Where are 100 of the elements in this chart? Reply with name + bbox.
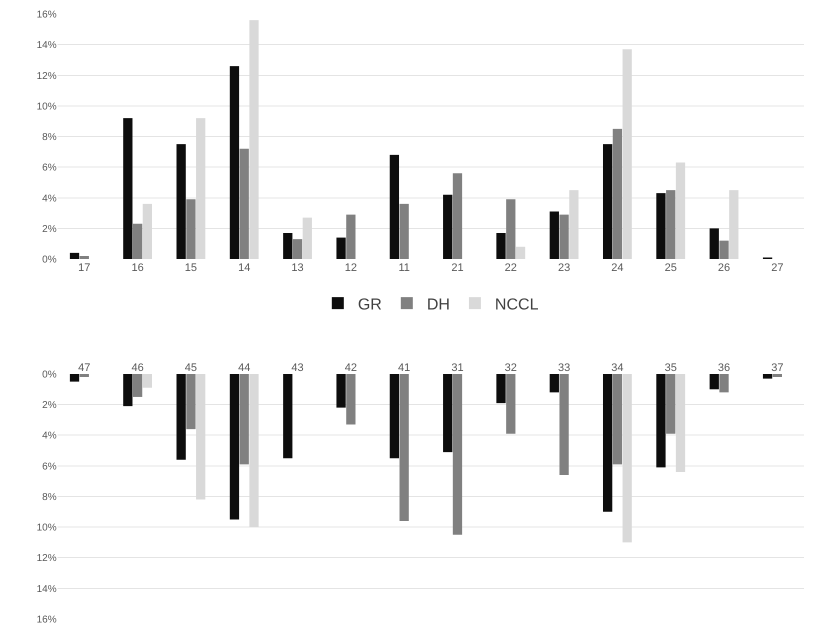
x-tick-label: 45 xyxy=(184,362,198,374)
bar xyxy=(186,199,196,260)
bar xyxy=(602,374,612,512)
x-tick-label: 16 xyxy=(131,262,144,274)
x-tick-label: 21 xyxy=(451,262,464,274)
x-tick-label: 33 xyxy=(558,362,570,374)
bar xyxy=(70,252,80,260)
x-tick-label: 41 xyxy=(398,362,410,374)
bar xyxy=(602,144,612,260)
bar xyxy=(346,374,356,425)
x-tick-label: 31 xyxy=(451,362,464,374)
x-tick-label: 15 xyxy=(184,262,198,274)
y-tick-label: 8% xyxy=(42,132,57,144)
bar xyxy=(176,374,186,460)
y-tick-label: 12% xyxy=(36,70,57,82)
y-tick-label: 6% xyxy=(42,162,57,174)
bar xyxy=(666,190,676,260)
bar xyxy=(719,240,729,260)
bar xyxy=(400,374,409,521)
x-tick-label: 42 xyxy=(344,362,357,374)
bar xyxy=(550,374,559,392)
x-tick-label: 24 xyxy=(611,262,624,274)
bar xyxy=(142,374,152,388)
bar xyxy=(80,374,89,378)
bar xyxy=(443,374,452,452)
legend-label: GR xyxy=(358,296,382,314)
x-tick-label: 35 xyxy=(664,362,677,374)
bar xyxy=(283,374,292,458)
bar xyxy=(240,374,249,464)
x-tick-label: 43 xyxy=(291,362,304,374)
bar xyxy=(656,193,666,260)
bar xyxy=(516,246,526,260)
bar xyxy=(496,232,506,260)
bar xyxy=(496,374,506,404)
x-tick-label: 13 xyxy=(291,262,304,274)
y-tick-label: 10% xyxy=(36,522,57,534)
y-tick-label: 16% xyxy=(36,614,57,626)
bar xyxy=(132,224,142,260)
x-tick-label: 34 xyxy=(611,362,624,374)
bar xyxy=(452,173,462,260)
bar xyxy=(390,374,400,458)
bar xyxy=(240,148,249,260)
bar xyxy=(336,374,346,408)
bar xyxy=(506,374,516,434)
bar xyxy=(80,256,89,260)
bar xyxy=(762,374,772,379)
bar xyxy=(559,214,569,260)
x-tick-label: 26 xyxy=(718,262,730,274)
bar xyxy=(666,374,676,434)
bar xyxy=(710,228,719,260)
bar xyxy=(283,232,292,260)
bar xyxy=(719,374,729,392)
bar xyxy=(70,374,80,382)
bar xyxy=(176,144,186,260)
y-tick-label: 0% xyxy=(42,369,57,380)
y-tick-label: 0% xyxy=(42,254,57,266)
bar xyxy=(292,239,302,260)
bar xyxy=(559,374,569,476)
bar xyxy=(123,374,132,406)
bar xyxy=(123,118,132,260)
bar xyxy=(132,374,142,397)
y-tick-label: 4% xyxy=(42,430,57,442)
legend-label: DH xyxy=(426,296,450,314)
x-tick-label: 25 xyxy=(664,262,677,274)
x-tick-label: 46 xyxy=(131,362,144,374)
y-tick-label: 16% xyxy=(36,10,57,20)
bar xyxy=(656,374,666,468)
x-tick-label: 47 xyxy=(78,362,90,374)
y-tick-label: 10% xyxy=(36,101,57,112)
x-tick-label: 44 xyxy=(238,362,250,374)
bar xyxy=(612,374,622,464)
x-tick-label: 23 xyxy=(558,262,570,274)
x-tick-label: 12 xyxy=(344,262,357,274)
bar xyxy=(230,374,240,520)
y-tick-label: 14% xyxy=(36,40,57,52)
x-tick-label: 22 xyxy=(504,262,517,274)
bar xyxy=(452,374,462,535)
bar xyxy=(550,212,559,260)
y-tick-label: 8% xyxy=(42,492,57,503)
y-tick-label: 2% xyxy=(42,400,57,412)
bar xyxy=(400,204,409,260)
bar xyxy=(230,66,240,260)
y-tick-label: 2% xyxy=(42,224,57,235)
x-tick-label: 32 xyxy=(504,362,517,374)
bar xyxy=(443,194,452,260)
y-tick-label: 6% xyxy=(42,461,57,472)
bar xyxy=(336,238,346,260)
x-tick-label: 17 xyxy=(78,262,90,274)
x-tick-label: 14 xyxy=(238,262,250,274)
legend-label: NCCL xyxy=(494,296,539,314)
y-tick-label: 14% xyxy=(36,584,57,595)
x-tick-label: 36 xyxy=(718,362,730,374)
bar xyxy=(390,154,400,260)
bar xyxy=(506,199,516,260)
bar xyxy=(772,374,782,378)
bar xyxy=(710,374,719,390)
bar xyxy=(612,128,622,260)
x-tick-label: 11 xyxy=(398,262,410,274)
x-tick-label: 37 xyxy=(771,362,784,374)
y-tick-label: 4% xyxy=(42,193,57,204)
